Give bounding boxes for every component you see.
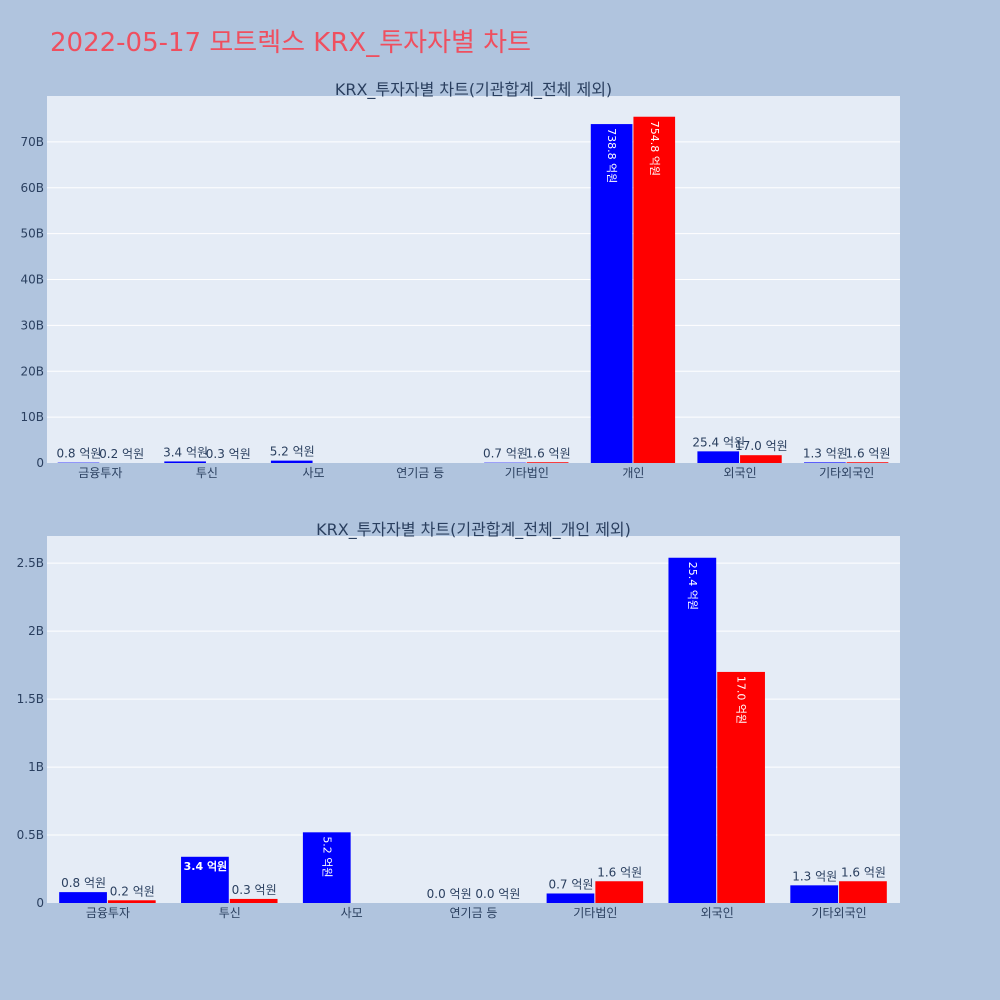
- bar: [590, 124, 633, 463]
- bar: [546, 893, 595, 903]
- x-tick-label: 사모: [341, 906, 363, 920]
- bar: [164, 461, 206, 463]
- x-tick-label: 사모: [303, 466, 325, 480]
- data-label: 17.0 억원: [735, 439, 788, 453]
- bar: [59, 892, 107, 903]
- bar: [790, 885, 839, 903]
- data-label: 0.3 억원: [206, 447, 251, 461]
- y-tick-label: 2.5B: [17, 556, 44, 570]
- bar: [107, 900, 156, 903]
- data-label: 25.4 억원: [686, 562, 699, 610]
- data-label: 0.0 억원: [427, 887, 472, 901]
- bar: [229, 898, 278, 903]
- data-label: 5.2 억원: [270, 445, 315, 459]
- chart-title: KRX_투자자별 차트(기관합계_전체_개인 제외): [316, 520, 631, 540]
- chart-2: KRX_투자자별 차트(기관합계_전체_개인 제외) 0 0.5B 1B 1.5B 2B 2…: [17, 520, 900, 920]
- bar: [526, 462, 569, 463]
- y-tick-label: 1.5B: [17, 692, 44, 706]
- data-label: 754.8 억원: [648, 121, 661, 176]
- x-tick-label: 투신: [219, 906, 241, 920]
- bar: [181, 856, 229, 903]
- bar: [633, 116, 676, 463]
- data-label: 17.0 억원: [735, 676, 748, 724]
- x-tick-label: 기타법인: [505, 466, 549, 480]
- x-tick-label: 연기금 등: [450, 906, 498, 920]
- data-label: 0.7 억원: [548, 877, 593, 891]
- y-tick-label: 2B: [28, 624, 44, 638]
- data-label: 1.6 억원: [846, 446, 891, 460]
- y-tick-label: 30B: [20, 318, 44, 332]
- data-label: 0.2 억원: [99, 447, 144, 461]
- bar: [740, 455, 782, 463]
- x-tick-label: 개인: [622, 466, 644, 480]
- data-label: 0.3 억원: [232, 883, 277, 897]
- y-tick-label: 0.5B: [17, 828, 44, 842]
- data-label: 25.4 억원: [692, 435, 745, 449]
- data-label: 0.2 억원: [110, 884, 155, 898]
- data-label: 3.4 억원: [184, 859, 228, 873]
- x-tick-label: 기타법인: [573, 906, 617, 920]
- y-tick-label: 1B: [28, 760, 44, 774]
- bar: [846, 462, 889, 463]
- bar: [697, 451, 740, 463]
- y-tick-label: 60B: [20, 181, 44, 195]
- y-tick-label: 0: [36, 896, 44, 910]
- data-label: 5.2 억원: [320, 836, 333, 877]
- data-label: 0.0 억원: [475, 887, 520, 901]
- data-label: 1.6 억원: [597, 865, 642, 879]
- x-tick-label: 금융투자: [78, 466, 122, 480]
- x-tick-label: 기타외국인: [811, 906, 866, 920]
- bar: [668, 557, 717, 903]
- data-label: 738.8 억원: [605, 128, 618, 183]
- bar: [270, 460, 313, 463]
- y-tick-label: 70B: [20, 135, 44, 149]
- y-tick-label: 0: [36, 456, 44, 470]
- data-label: 1.6 억원: [841, 865, 886, 879]
- data-label: 0.8 억원: [56, 447, 101, 461]
- x-tick-label: 투신: [196, 466, 218, 480]
- data-label: 1.3 억원: [792, 869, 837, 883]
- y-tick-label: 10B: [20, 410, 44, 424]
- x-tick-label: 기타외국인: [819, 466, 874, 480]
- data-label: 0.7 억원: [483, 447, 528, 461]
- x-tick-label: 외국인: [701, 906, 734, 920]
- page-title: 2022-05-17 모트렉스 KRX_투자자별 차트: [50, 28, 532, 58]
- bar: [595, 881, 644, 903]
- x-tick-label: 연기금 등: [396, 466, 444, 480]
- bar: [302, 832, 351, 903]
- data-label: 3.4 억원: [163, 445, 208, 459]
- plot-area: [47, 536, 900, 903]
- bar: [717, 671, 765, 903]
- data-label: 1.3 억원: [803, 446, 848, 460]
- x-tick-label: 외국인: [724, 466, 757, 480]
- chart-1: KRX_투자자별 차트(기관합계_전체 제외) 0 10B 20B 30B 40B 50B 6…: [20, 80, 900, 480]
- y-tick-label: 50B: [20, 227, 44, 241]
- y-tick-label: 40B: [20, 273, 44, 287]
- x-tick-label: 금융투자: [86, 906, 130, 920]
- bar: [839, 881, 887, 903]
- data-label: 1.6 억원: [526, 446, 571, 460]
- y-tick-label: 20B: [20, 364, 44, 378]
- bar: [804, 462, 846, 463]
- chart-title: KRX_투자자별 차트(기관합계_전체 제외): [335, 80, 612, 100]
- data-label: 0.8 억원: [61, 876, 106, 890]
